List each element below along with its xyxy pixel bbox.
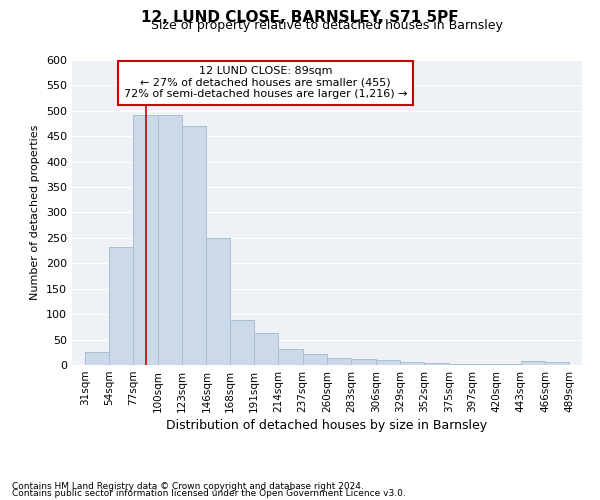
Bar — [376, 360, 400, 365]
Bar — [545, 362, 569, 365]
Bar — [472, 364, 496, 365]
Bar — [278, 349, 302, 365]
Bar — [109, 246, 133, 365]
Bar — [158, 115, 182, 365]
Bar — [327, 358, 352, 365]
Text: Contains HM Land Registry data © Crown copyright and database right 2024.: Contains HM Land Registry data © Crown c… — [12, 482, 364, 491]
Text: Contains public sector information licensed under the Open Government Licence v3: Contains public sector information licen… — [12, 490, 406, 498]
X-axis label: Distribution of detached houses by size in Barnsley: Distribution of detached houses by size … — [166, 419, 488, 432]
Bar — [182, 126, 206, 365]
Bar — [133, 115, 158, 365]
Bar — [449, 364, 472, 365]
Title: Size of property relative to detached houses in Barnsley: Size of property relative to detached ho… — [151, 20, 503, 32]
Bar — [85, 352, 109, 365]
Bar — [230, 320, 254, 365]
Bar — [400, 362, 424, 365]
Text: 12 LUND CLOSE: 89sqm
← 27% of detached houses are smaller (455)
72% of semi-deta: 12 LUND CLOSE: 89sqm ← 27% of detached h… — [124, 66, 407, 100]
Bar — [254, 333, 278, 365]
Bar — [424, 364, 449, 365]
Bar — [206, 238, 230, 365]
Y-axis label: Number of detached properties: Number of detached properties — [31, 125, 40, 300]
Bar — [352, 360, 376, 365]
Text: 12, LUND CLOSE, BARNSLEY, S71 5PF: 12, LUND CLOSE, BARNSLEY, S71 5PF — [141, 10, 459, 25]
Bar — [521, 362, 545, 365]
Bar — [496, 364, 521, 365]
Bar — [302, 354, 327, 365]
